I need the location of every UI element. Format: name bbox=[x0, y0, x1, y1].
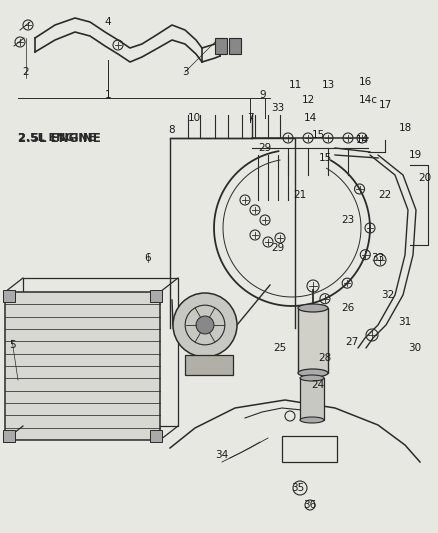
Text: 22: 22 bbox=[378, 190, 392, 200]
Text: 21: 21 bbox=[293, 190, 307, 200]
Text: 7: 7 bbox=[247, 113, 253, 123]
Ellipse shape bbox=[298, 304, 328, 312]
Text: 29: 29 bbox=[258, 143, 272, 153]
Text: 25: 25 bbox=[273, 343, 286, 353]
Text: 14: 14 bbox=[355, 135, 369, 145]
Text: 15: 15 bbox=[318, 153, 332, 163]
Bar bbox=[300, 378, 324, 420]
Text: 3: 3 bbox=[182, 67, 188, 77]
Text: 4: 4 bbox=[105, 17, 111, 27]
Text: 28: 28 bbox=[318, 353, 332, 363]
Text: 9: 9 bbox=[260, 90, 266, 100]
Text: 31: 31 bbox=[399, 317, 412, 327]
Text: 33: 33 bbox=[371, 253, 385, 263]
Text: 34: 34 bbox=[215, 450, 229, 460]
Text: 17: 17 bbox=[378, 100, 392, 110]
Text: 16: 16 bbox=[358, 77, 371, 87]
Text: 20: 20 bbox=[418, 173, 431, 183]
Bar bbox=[150, 290, 162, 302]
Text: 13: 13 bbox=[321, 80, 335, 90]
Text: 19: 19 bbox=[408, 150, 422, 160]
Bar bbox=[298, 308, 328, 373]
Text: 12: 12 bbox=[301, 95, 314, 105]
Bar bbox=[185, 355, 233, 375]
Circle shape bbox=[196, 316, 214, 334]
Bar bbox=[23, 278, 178, 426]
Text: 6: 6 bbox=[145, 253, 151, 263]
Text: 11: 11 bbox=[288, 80, 302, 90]
Text: 8: 8 bbox=[169, 125, 175, 135]
Text: 29: 29 bbox=[272, 243, 285, 253]
Ellipse shape bbox=[300, 375, 324, 381]
Bar bbox=[3, 290, 15, 302]
Bar bbox=[229, 38, 241, 54]
Text: 32: 32 bbox=[381, 290, 395, 300]
Text: 10: 10 bbox=[187, 113, 201, 123]
Bar bbox=[215, 38, 227, 54]
Text: 18: 18 bbox=[399, 123, 412, 133]
Text: 33: 33 bbox=[272, 103, 285, 113]
Text: 24: 24 bbox=[311, 380, 325, 390]
Bar bbox=[282, 436, 337, 462]
Text: 30: 30 bbox=[409, 343, 421, 353]
Text: 15: 15 bbox=[311, 130, 325, 140]
Bar bbox=[5, 292, 160, 440]
Text: 23: 23 bbox=[341, 215, 355, 225]
Bar bbox=[3, 430, 15, 442]
Ellipse shape bbox=[300, 417, 324, 423]
Ellipse shape bbox=[298, 369, 328, 377]
Text: 14c: 14c bbox=[358, 95, 378, 105]
Text: 27: 27 bbox=[346, 337, 359, 347]
Text: 14: 14 bbox=[304, 113, 317, 123]
Text: 2.5L ENGINE: 2.5L ENGINE bbox=[18, 132, 101, 144]
Text: 1: 1 bbox=[105, 90, 111, 100]
Text: 26: 26 bbox=[341, 303, 355, 313]
Circle shape bbox=[173, 293, 237, 357]
Text: 2: 2 bbox=[23, 67, 29, 77]
Bar bbox=[150, 430, 162, 442]
Text: 5: 5 bbox=[9, 340, 15, 350]
Text: 36: 36 bbox=[304, 500, 317, 510]
Text: 35: 35 bbox=[291, 483, 304, 493]
Text: 2.5L ENGINE: 2.5L ENGINE bbox=[18, 133, 95, 143]
